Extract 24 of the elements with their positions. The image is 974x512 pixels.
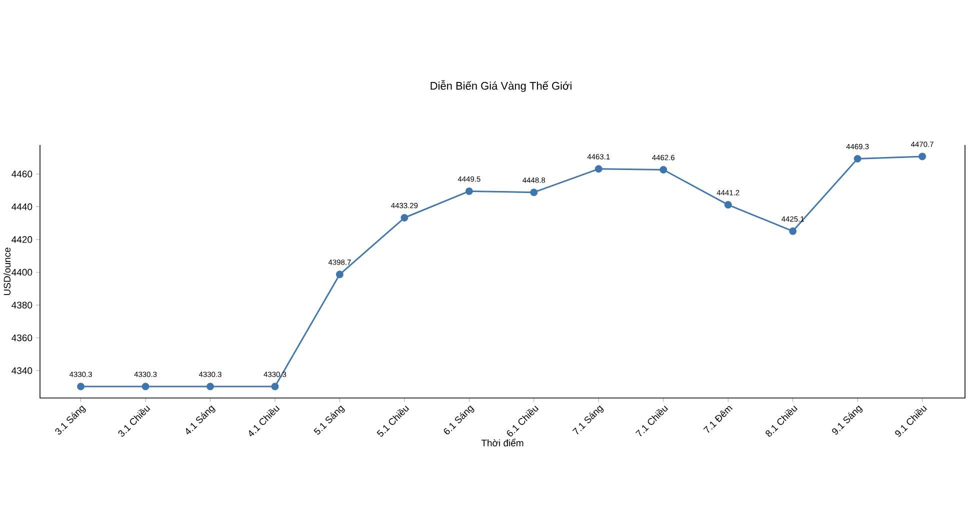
point [336,270,344,278]
point [206,382,214,390]
point [530,188,538,196]
y-tick-label: 4400 [12,268,32,276]
y-tick-label: 4460 [12,170,32,178]
point [660,166,668,174]
y-axis-title: USD/ounce [4,248,11,296]
point [918,152,926,160]
chart-title: Diễn Biến Giá Vàng Thế Giới [430,80,572,92]
x-axis-title: Thời điểm [481,438,524,446]
y-tick-label: 4360 [12,334,32,342]
point [77,382,85,390]
point [142,382,150,390]
point [594,165,602,173]
point [854,155,862,162]
y-tick-label: 4340 [12,367,32,374]
point [400,214,408,222]
point [271,382,279,390]
point [465,187,473,195]
point [724,201,732,209]
y-tick-label: 4440 [12,203,32,210]
y-tick-label: 4420 [12,236,32,243]
point [789,227,797,235]
y-tick-label: 4380 [12,302,32,308]
